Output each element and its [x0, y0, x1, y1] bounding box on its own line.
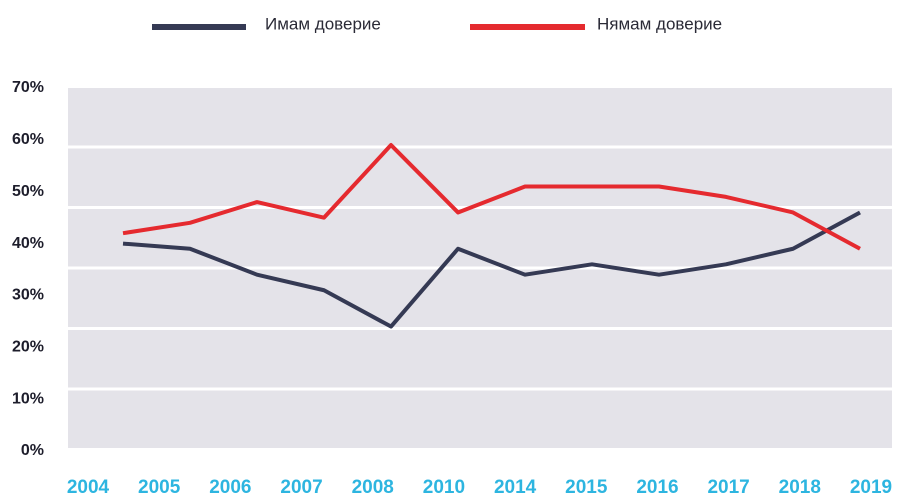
legend-label: Нямам доверие — [597, 14, 722, 33]
plot-band — [68, 390, 892, 448]
x-tick-label: 2014 — [494, 477, 537, 498]
x-tick-label: 2004 — [67, 477, 110, 498]
x-tick-label: 2006 — [209, 477, 251, 498]
y-tick-label: 30% — [12, 287, 44, 304]
y-tick-label: 60% — [12, 131, 44, 148]
legend-label: Имам доверие — [265, 14, 381, 33]
y-tick-label: 40% — [12, 235, 44, 252]
y-tick-label: 20% — [12, 339, 44, 356]
plot-band — [68, 88, 892, 146]
y-tick-label: 0% — [21, 442, 44, 459]
x-tick-label: 2010 — [423, 477, 465, 498]
x-tick-label: 2017 — [707, 477, 749, 498]
plot-band — [68, 269, 892, 327]
y-tick-label: 10% — [12, 390, 44, 407]
x-tick-label: 2008 — [352, 477, 394, 498]
series-line — [122, 143, 861, 251]
x-tick-label: 2016 — [636, 477, 678, 498]
plot-band — [68, 330, 892, 388]
x-tick-label: 2019 — [850, 477, 892, 498]
x-tick-label: 2005 — [138, 477, 181, 498]
y-tick-label: 70% — [12, 79, 44, 96]
x-tick-label: 2015 — [565, 477, 608, 498]
x-tick-label: 2007 — [280, 477, 322, 498]
y-tick-label: 50% — [12, 183, 44, 200]
series-line — [122, 210, 861, 329]
plot-band — [68, 148, 892, 206]
x-tick-label: 2018 — [779, 477, 821, 498]
